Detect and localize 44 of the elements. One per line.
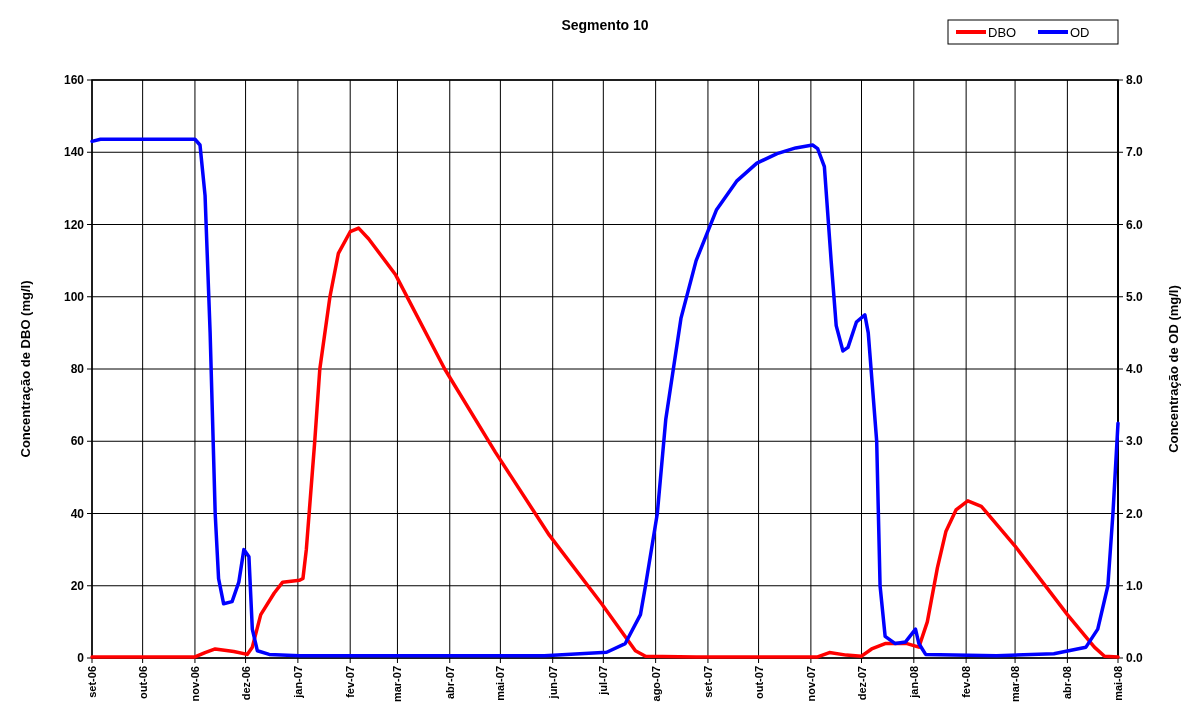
chart-title: Segmento 10 (561, 17, 649, 33)
y-tick-label: 120 (63, 217, 85, 232)
y2-tick-label: 6.0 (1126, 217, 1144, 232)
y2-tick-label: 1.0 (1126, 578, 1144, 593)
x-tick-label: fev-07 (344, 666, 357, 698)
y2-tick-label: 2.0 (1126, 506, 1144, 521)
y-tick-label: 80 (70, 362, 85, 376)
x-tick-label: dez-06 (239, 666, 252, 701)
y-tick-label: 60 (70, 434, 85, 449)
x-tick-label: out-06 (136, 666, 149, 699)
x-tick-label: nov-06 (188, 666, 201, 702)
y-tick-label: 20 (70, 578, 85, 593)
x-tick-label: jul-07 (597, 666, 610, 696)
y-tick-label: 0 (77, 651, 85, 665)
x-tick-label: mar-07 (391, 666, 404, 703)
y-tick-label: 100 (63, 289, 85, 304)
x-tick-label: mai-07 (494, 666, 507, 701)
x-tick-label: mar-08 (1009, 666, 1022, 703)
y2-tick-label: 7.0 (1126, 145, 1144, 160)
x-tick-label: ago-07 (649, 666, 662, 702)
x-tick-label: mai-08 (1112, 666, 1124, 701)
y2-tick-label: 0.0 (1126, 651, 1144, 665)
y2-tick-label: 3.0 (1126, 434, 1144, 449)
x-tick-label: dez-07 (855, 666, 868, 701)
x-tick-label: abr-07 (443, 666, 456, 700)
y-tick-label: 40 (70, 506, 85, 521)
legend-label: OD (1070, 25, 1090, 40)
y-tick-label: 140 (63, 145, 85, 160)
x-tick-label: set-07 (701, 666, 714, 698)
legend-label: DBO (988, 25, 1017, 40)
x-tick-label: abr-08 (1061, 666, 1074, 700)
x-tick-label: fev-08 (960, 666, 973, 698)
x-tick-label: out-07 (752, 666, 765, 699)
y-axis-title: Concentração de DBO (mg/l) (18, 280, 33, 458)
x-tick-label: nov-07 (804, 666, 817, 702)
y2-tick-label: 8.0 (1126, 73, 1144, 87)
x-tick-label: jan-07 (291, 666, 304, 699)
x-tick-label: jun-07 (546, 666, 559, 700)
x-tick-label: set-06 (86, 666, 98, 698)
x-tick-label: jan-08 (907, 666, 920, 699)
y2-tick-label: 4.0 (1126, 362, 1144, 376)
y-tick-label: 160 (63, 73, 85, 87)
y2-tick-label: 5.0 (1126, 289, 1144, 304)
y2-axis-title: Concentração de OD (mg/l) (1166, 285, 1181, 453)
